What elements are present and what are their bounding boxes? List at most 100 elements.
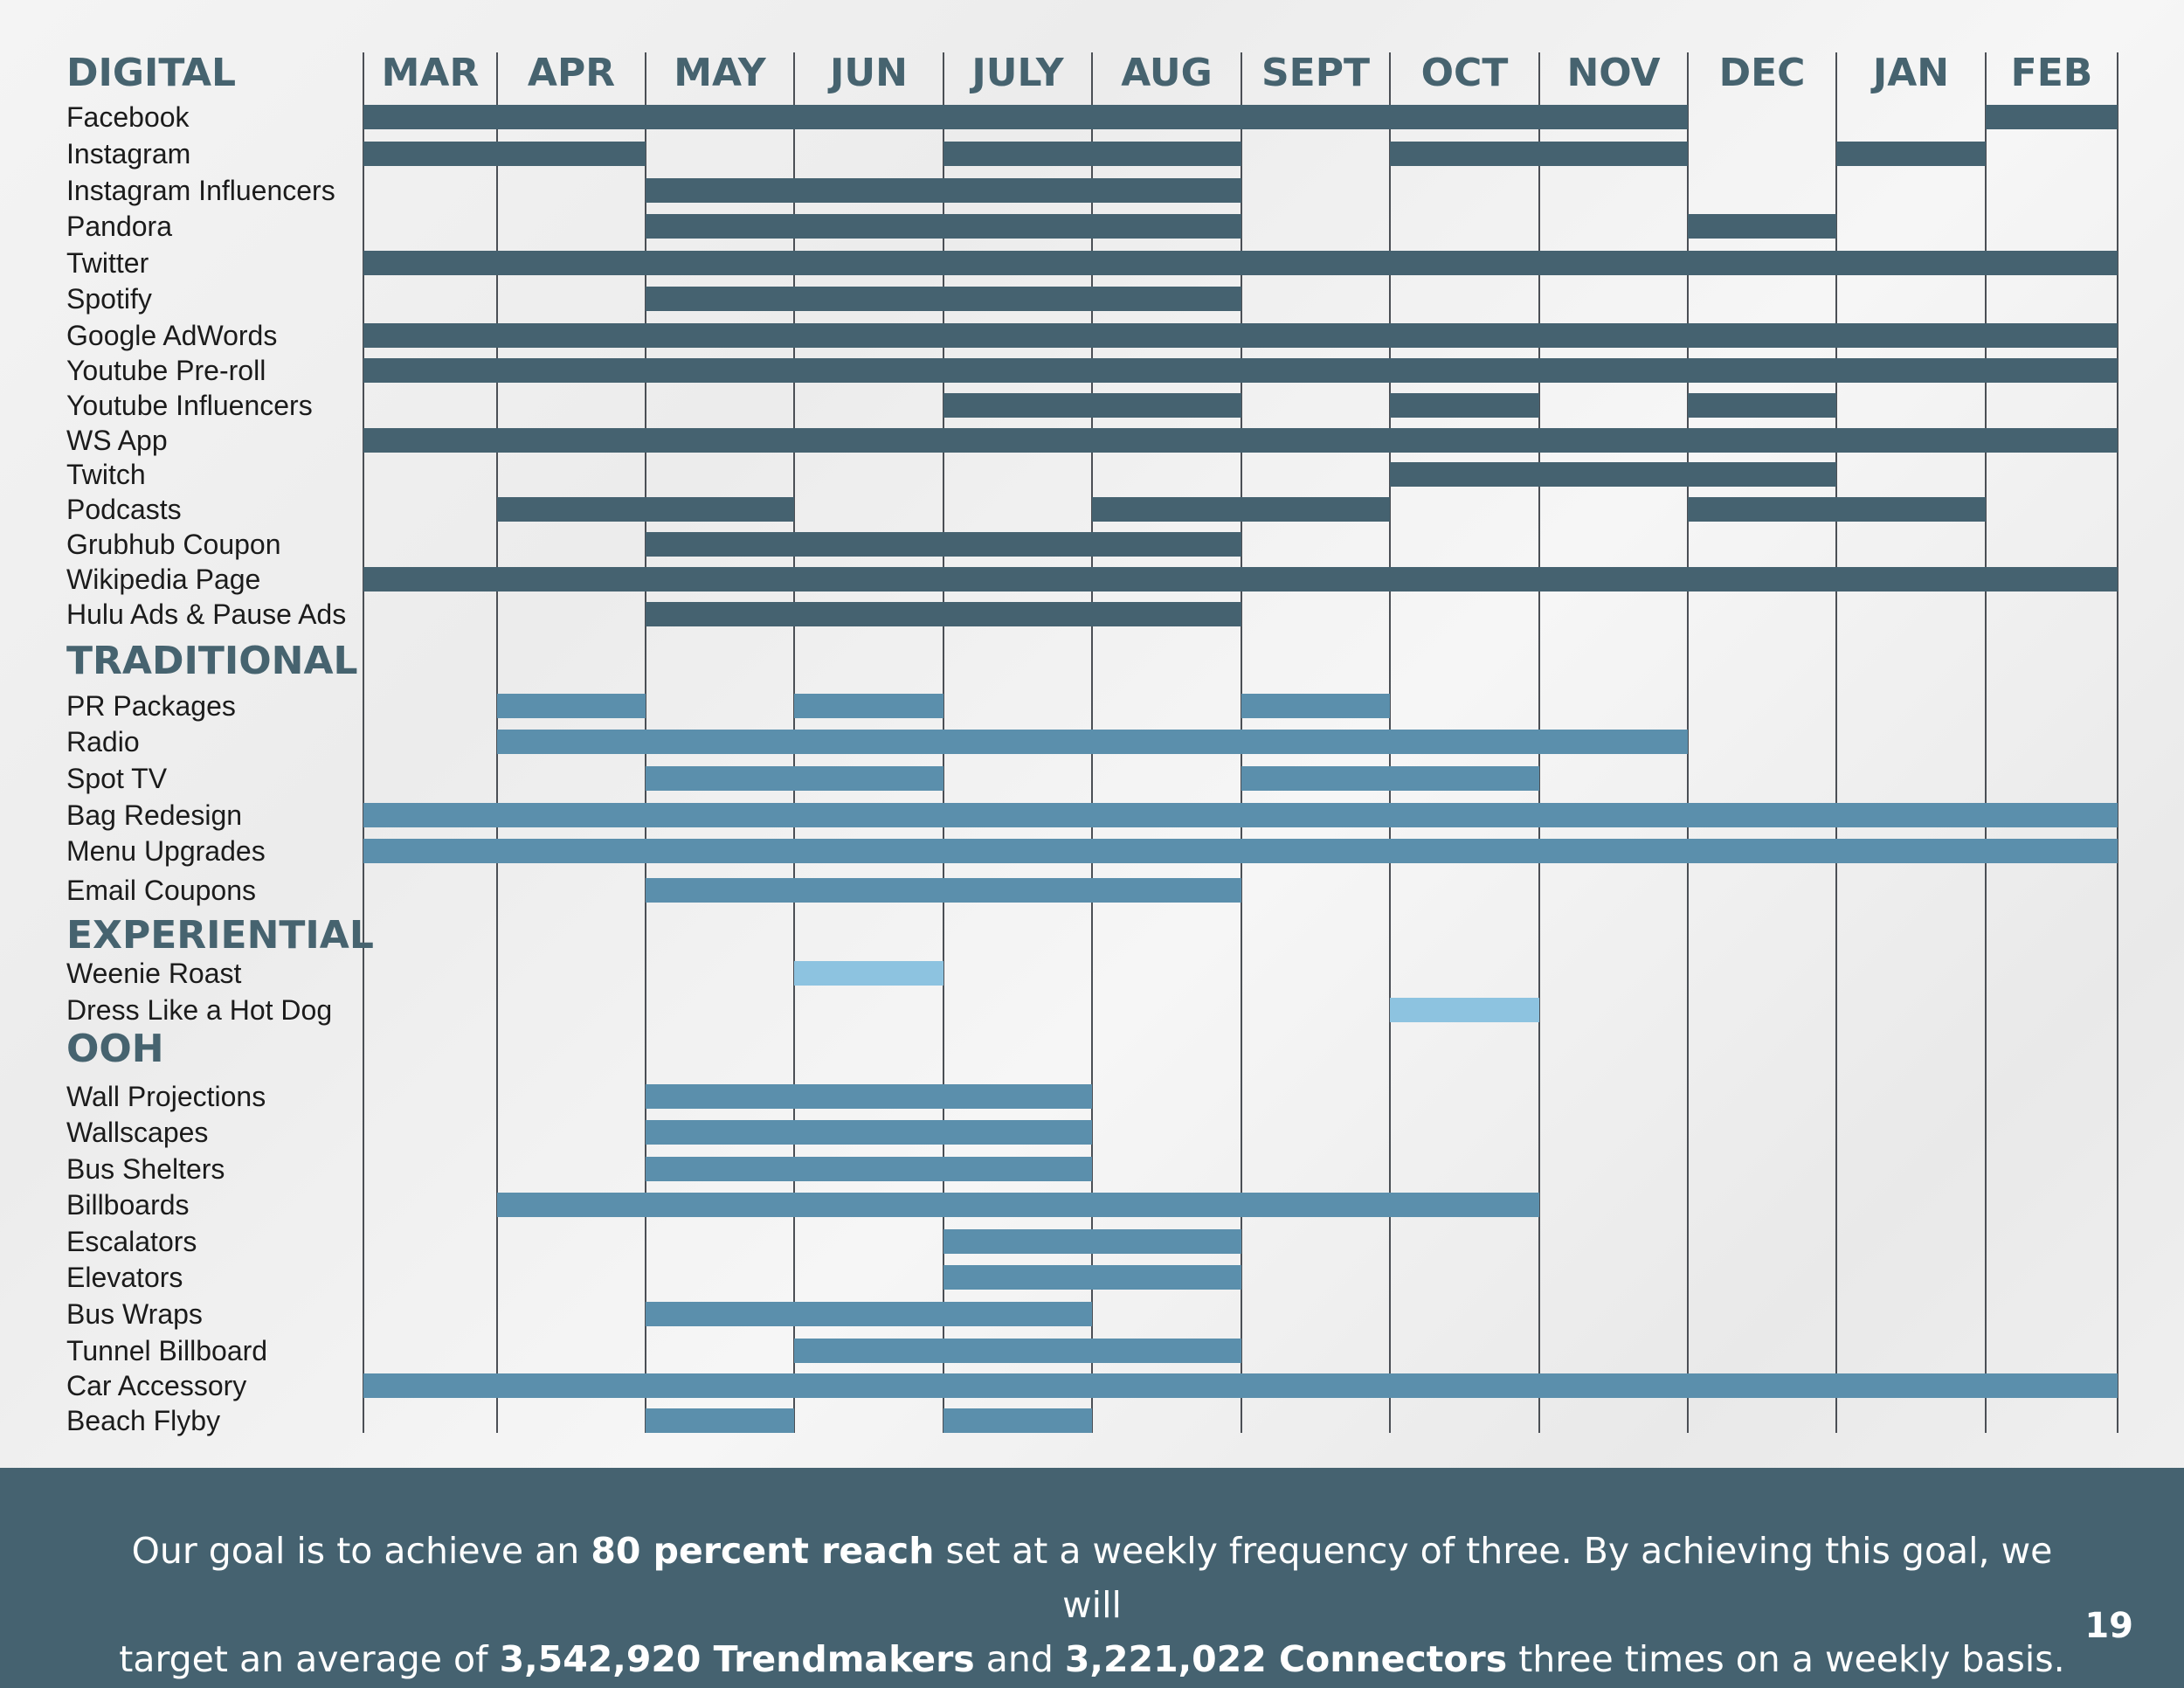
row-label-bus-shelters: Bus Shelters [66, 1153, 225, 1185]
bar-podcasts [497, 497, 794, 522]
row-label-instagram-influencers: Instagram Influencers [66, 175, 335, 206]
goal-text: and [974, 1638, 1065, 1680]
schedule-bars [363, 105, 2118, 1433]
month-label-apr: APR [528, 51, 615, 95]
row-label-billboards: Billboards [66, 1189, 190, 1221]
bar-dress-like-a-hot-dog [1390, 998, 1539, 1022]
bar-podcasts [1092, 497, 1390, 522]
bar-pandora [646, 214, 1241, 239]
row-label-escalators: Escalators [66, 1226, 197, 1257]
bar-bus-shelters [646, 1157, 1092, 1181]
row-label-facebook: Facebook [66, 101, 190, 133]
bar-facebook [363, 105, 1688, 129]
media-flowchart: MAR APR MAY JUN JULY AUG SEPT OCT NOV DEC JAN FEB D… [66, 51, 2118, 1436]
row-label-ws-app: WS App [66, 425, 168, 456]
bar-instagram [1836, 142, 1986, 166]
bar-spot-tv [1241, 766, 1539, 791]
row-label-weenie-roast: Weenie Roast [66, 958, 242, 989]
month-label-aug: AUG [1121, 51, 1213, 95]
footer-banner: Our goal is to achieve an 80 percent rea… [0, 1468, 2184, 1688]
row-label-email-coupons: Email Coupons [66, 875, 256, 906]
row-label-bus-wraps: Bus Wraps [66, 1298, 203, 1330]
row-label-pr-packages: PR Packages [66, 690, 236, 722]
bar-instagram [363, 142, 646, 166]
bar-car-accessory [363, 1373, 2118, 1398]
reach-highlight: 80 percent reach [591, 1530, 935, 1572]
bar-hulu-ads-and-pause-ads [646, 602, 1241, 626]
row-label-car-accessory: Car Accessory [66, 1370, 246, 1401]
bar-google-adwords [363, 323, 2118, 348]
bar-bus-wraps [646, 1302, 1092, 1326]
bar-wikipedia-page [363, 567, 2118, 591]
row-label-instagram: Instagram [66, 138, 190, 169]
row-label-wall-projections: Wall Projections [66, 1081, 266, 1112]
row-label-beach-flyby: Beach Flyby [66, 1405, 220, 1436]
goal-text: set at a weekly frequency of three. By a… [934, 1530, 2053, 1626]
row-label-dress-like-a-hot-dog: Dress Like a Hot Dog [66, 994, 332, 1026]
bar-pr-packages [497, 694, 646, 718]
bar-instagram [1390, 142, 1688, 166]
month-label-dec: DEC [1719, 51, 1806, 95]
bar-bag-redesign [363, 803, 2118, 827]
bar-youtube-influencers [1688, 393, 1836, 418]
bar-elevators [943, 1265, 1241, 1290]
row-label-tunnel-billboard: Tunnel Billboard [66, 1335, 267, 1366]
bar-escalators [943, 1229, 1241, 1254]
bar-spotify [646, 287, 1241, 311]
bar-menu-upgrades [363, 839, 2118, 863]
goal-text: three times on a weekly basis. [1507, 1638, 2065, 1680]
section-title-experiential: EXPERIENTIAL [66, 913, 374, 958]
bar-billboards [497, 1193, 1539, 1217]
month-header: MAR APR MAY JUN JULY AUG SEPT OCT NOV DEC JAN FEB [382, 51, 2093, 95]
trendmakers-highlight: 3,542,920 Trendmakers [499, 1638, 975, 1680]
row-label-bag-redesign: Bag Redesign [66, 799, 242, 831]
month-label-may: MAY [674, 51, 767, 95]
bar-pandora [1688, 214, 1836, 239]
bar-youtube-influencers [943, 393, 1241, 418]
bar-youtube-pre-roll [363, 358, 2118, 383]
bar-wallscapes [646, 1120, 1092, 1145]
bar-twitter [363, 251, 2118, 275]
month-label-mar: MAR [382, 51, 480, 95]
row-label-spotify: Spotify [66, 283, 152, 315]
bar-wall-projections [646, 1084, 1092, 1109]
row-label-grubhub-coupon: Grubhub Coupon [66, 529, 281, 560]
bar-beach-flyby [646, 1408, 794, 1433]
row-label-elevators: Elevators [66, 1262, 183, 1293]
bar-email-coupons [646, 878, 1241, 903]
bar-spot-tv [646, 766, 943, 791]
goal-text: target an average of [119, 1638, 500, 1680]
month-label-jun: JUN [827, 51, 908, 95]
bar-grubhub-coupon [646, 532, 1241, 557]
month-label-july: JULY [969, 51, 1064, 95]
bar-beach-flyby [943, 1408, 1092, 1433]
bar-podcasts [1688, 497, 1986, 522]
goal-statement: Our goal is to achieve an 80 percent rea… [105, 1524, 2079, 1686]
row-label-youtube-pre-roll: Youtube Pre-roll [66, 355, 266, 386]
row-label-podcasts: Podcasts [66, 494, 182, 525]
bar-instagram [943, 142, 1241, 166]
month-label-feb: FEB [2011, 51, 2093, 95]
row-label-google-adwords: Google AdWords [66, 320, 277, 351]
goal-text: Our goal is to achieve an [131, 1530, 591, 1572]
bar-radio [497, 730, 1688, 754]
row-label-wallscapes: Wallscapes [66, 1117, 208, 1148]
row-label-spot-tv: Spot TV [66, 763, 168, 794]
bar-youtube-influencers [1390, 393, 1539, 418]
month-label-nov: NOV [1566, 51, 1660, 95]
bar-pr-packages [794, 694, 943, 718]
row-label-youtube-influencers: Youtube Influencers [66, 390, 313, 421]
row-label-pandora: Pandora [66, 211, 172, 242]
page-number: 19 [2084, 1606, 2133, 1646]
row-label-twitter: Twitter [66, 247, 149, 279]
month-label-sept: SEPT [1261, 51, 1370, 95]
goal-line-1: Our goal is to achieve an 80 percent rea… [105, 1524, 2079, 1632]
connectors-highlight: 3,221,022 Connectors [1064, 1638, 1508, 1680]
section-title-ooh: OOH [66, 1027, 164, 1071]
section-title-digital: DIGITAL [66, 51, 236, 95]
bar-weenie-roast [794, 961, 943, 986]
row-labels: DIGITAL Facebook Instagram Instagram Influe… [66, 51, 374, 1436]
row-label-hulu-ads-and-pause-ads: Hulu Ads & Pause Ads [66, 598, 346, 630]
month-label-oct: OCT [1421, 51, 1509, 95]
bar-instagram-influencers [646, 178, 1241, 203]
